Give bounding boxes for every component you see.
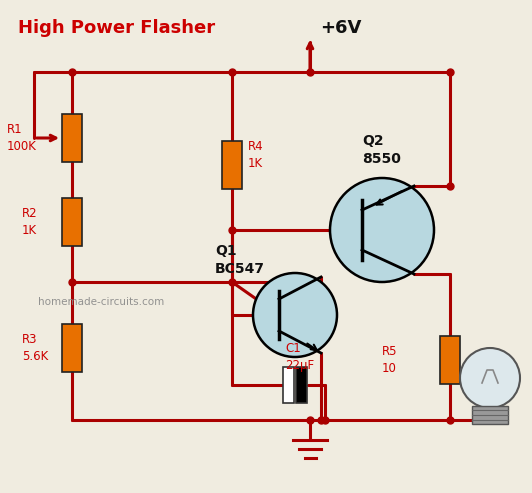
Bar (472, 406, 508, 424)
Text: C1
22μF: C1 22μF (285, 342, 314, 372)
Circle shape (460, 348, 520, 408)
Text: R1
100K: R1 100K (7, 123, 37, 153)
Bar (62, 114, 82, 162)
Bar (283, 367, 294, 403)
Text: homemade-circuits.com: homemade-circuits.com (38, 297, 164, 307)
Text: Q1
BC547: Q1 BC547 (215, 245, 265, 276)
Text: R5
10: R5 10 (382, 345, 397, 375)
Bar (222, 141, 242, 189)
Text: R2
1K: R2 1K (22, 207, 38, 237)
Bar (62, 198, 82, 246)
Bar (296, 367, 307, 403)
Text: Q2
8550: Q2 8550 (362, 135, 401, 166)
Circle shape (253, 273, 337, 357)
Circle shape (330, 178, 434, 282)
Text: High Power Flasher: High Power Flasher (18, 19, 215, 37)
Text: +6V: +6V (320, 19, 361, 37)
Text: R4
1K: R4 1K (248, 140, 264, 170)
Bar (440, 336, 460, 384)
Bar (62, 324, 82, 372)
Text: R3
5.6K: R3 5.6K (22, 333, 48, 363)
